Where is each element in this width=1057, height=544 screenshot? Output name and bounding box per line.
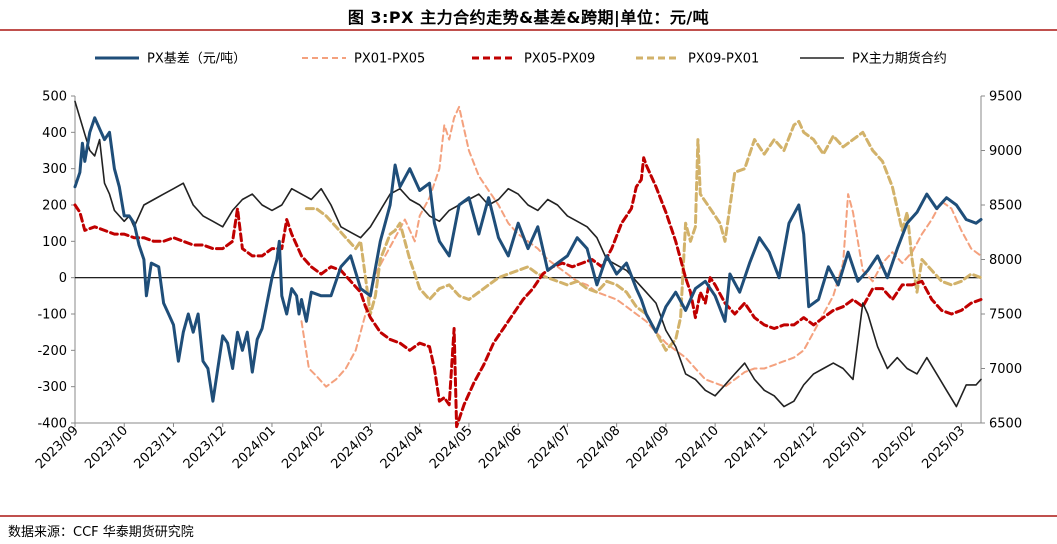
x-tick-label: 2025/03 bbox=[919, 423, 968, 472]
right-tick-label: 8500 bbox=[989, 199, 1022, 214]
x-tick-label: 2025/01 bbox=[821, 423, 870, 472]
series-line-1 bbox=[300, 105, 982, 388]
left-tick-label: 200 bbox=[42, 199, 67, 214]
right-tick-label: 9000 bbox=[989, 144, 1022, 159]
left-tick-label: -300 bbox=[37, 380, 67, 395]
x-tick-label: 2024/12 bbox=[772, 423, 821, 472]
left-tick-label: 300 bbox=[42, 162, 67, 177]
left-tick-label: -200 bbox=[37, 344, 67, 359]
x-tick-label: 2024/10 bbox=[673, 423, 722, 472]
left-tick-label: 400 bbox=[42, 126, 67, 141]
right-tick-label: 8000 bbox=[989, 253, 1022, 268]
x-tick-label: 2023/11 bbox=[132, 423, 181, 472]
footer-divider bbox=[0, 515, 1057, 517]
legend-label-0: PX基差（元/吨） bbox=[147, 52, 246, 67]
x-tick-label: 2024/11 bbox=[722, 423, 771, 472]
chart: PX基差（元/吨） PX01-PX05 PX05-PX09 PX09-PX01 PX主力… bbox=[33, 51, 1022, 473]
series-line-2 bbox=[73, 156, 983, 429]
left-tick-label: -100 bbox=[37, 308, 67, 323]
left-tick-label: 100 bbox=[42, 235, 67, 250]
x-tick-label: 2024/02 bbox=[279, 423, 328, 472]
x-tick-label: 2024/09 bbox=[624, 423, 673, 472]
x-tick-label: 2024/08 bbox=[575, 423, 624, 472]
left-tick-label: 500 bbox=[42, 90, 67, 105]
right-tick-label: 6500 bbox=[989, 417, 1022, 432]
legend-label-3: PX09-PX01 bbox=[688, 52, 759, 67]
x-tick-label: 2024/07 bbox=[525, 423, 574, 472]
right-tick-label: 7000 bbox=[989, 362, 1022, 377]
x-tick-label: 2024/06 bbox=[476, 423, 525, 472]
legend-label-2: PX05-PX09 bbox=[524, 52, 595, 67]
x-tick-label: 2024/05 bbox=[427, 423, 476, 472]
source-note: 数据来源：CCF 华泰期货研究院 bbox=[8, 525, 194, 540]
left-tick-label: -400 bbox=[37, 417, 67, 432]
x-tick-label: 2025/02 bbox=[870, 423, 919, 472]
x-tick-label: 2024/01 bbox=[230, 423, 279, 472]
x-tick-label: 2024/04 bbox=[378, 423, 427, 472]
right-tick-label: 7500 bbox=[989, 308, 1022, 323]
series-line-0 bbox=[73, 116, 983, 403]
series-line-3 bbox=[304, 119, 983, 352]
x-tick-label: 2023/10 bbox=[82, 423, 131, 472]
legend-label-4: PX主力期货合约 bbox=[852, 51, 947, 67]
legend-label-1: PX01-PX05 bbox=[354, 52, 425, 67]
left-tick-label: 0 bbox=[59, 271, 67, 286]
series-layer bbox=[73, 100, 983, 429]
right-tick-label: 9500 bbox=[989, 90, 1022, 105]
x-tick-label: 2024/03 bbox=[328, 423, 377, 472]
series-line-4 bbox=[74, 100, 982, 408]
page-title: 图 3:PX 主力合约走势&基差&跨期|单位：元/吨 bbox=[347, 8, 710, 27]
x-tick-label: 2023/12 bbox=[181, 423, 230, 472]
legend: PX基差（元/吨） PX01-PX05 PX05-PX09 PX09-PX01 PX主力… bbox=[95, 51, 947, 67]
title-divider bbox=[0, 29, 1057, 31]
